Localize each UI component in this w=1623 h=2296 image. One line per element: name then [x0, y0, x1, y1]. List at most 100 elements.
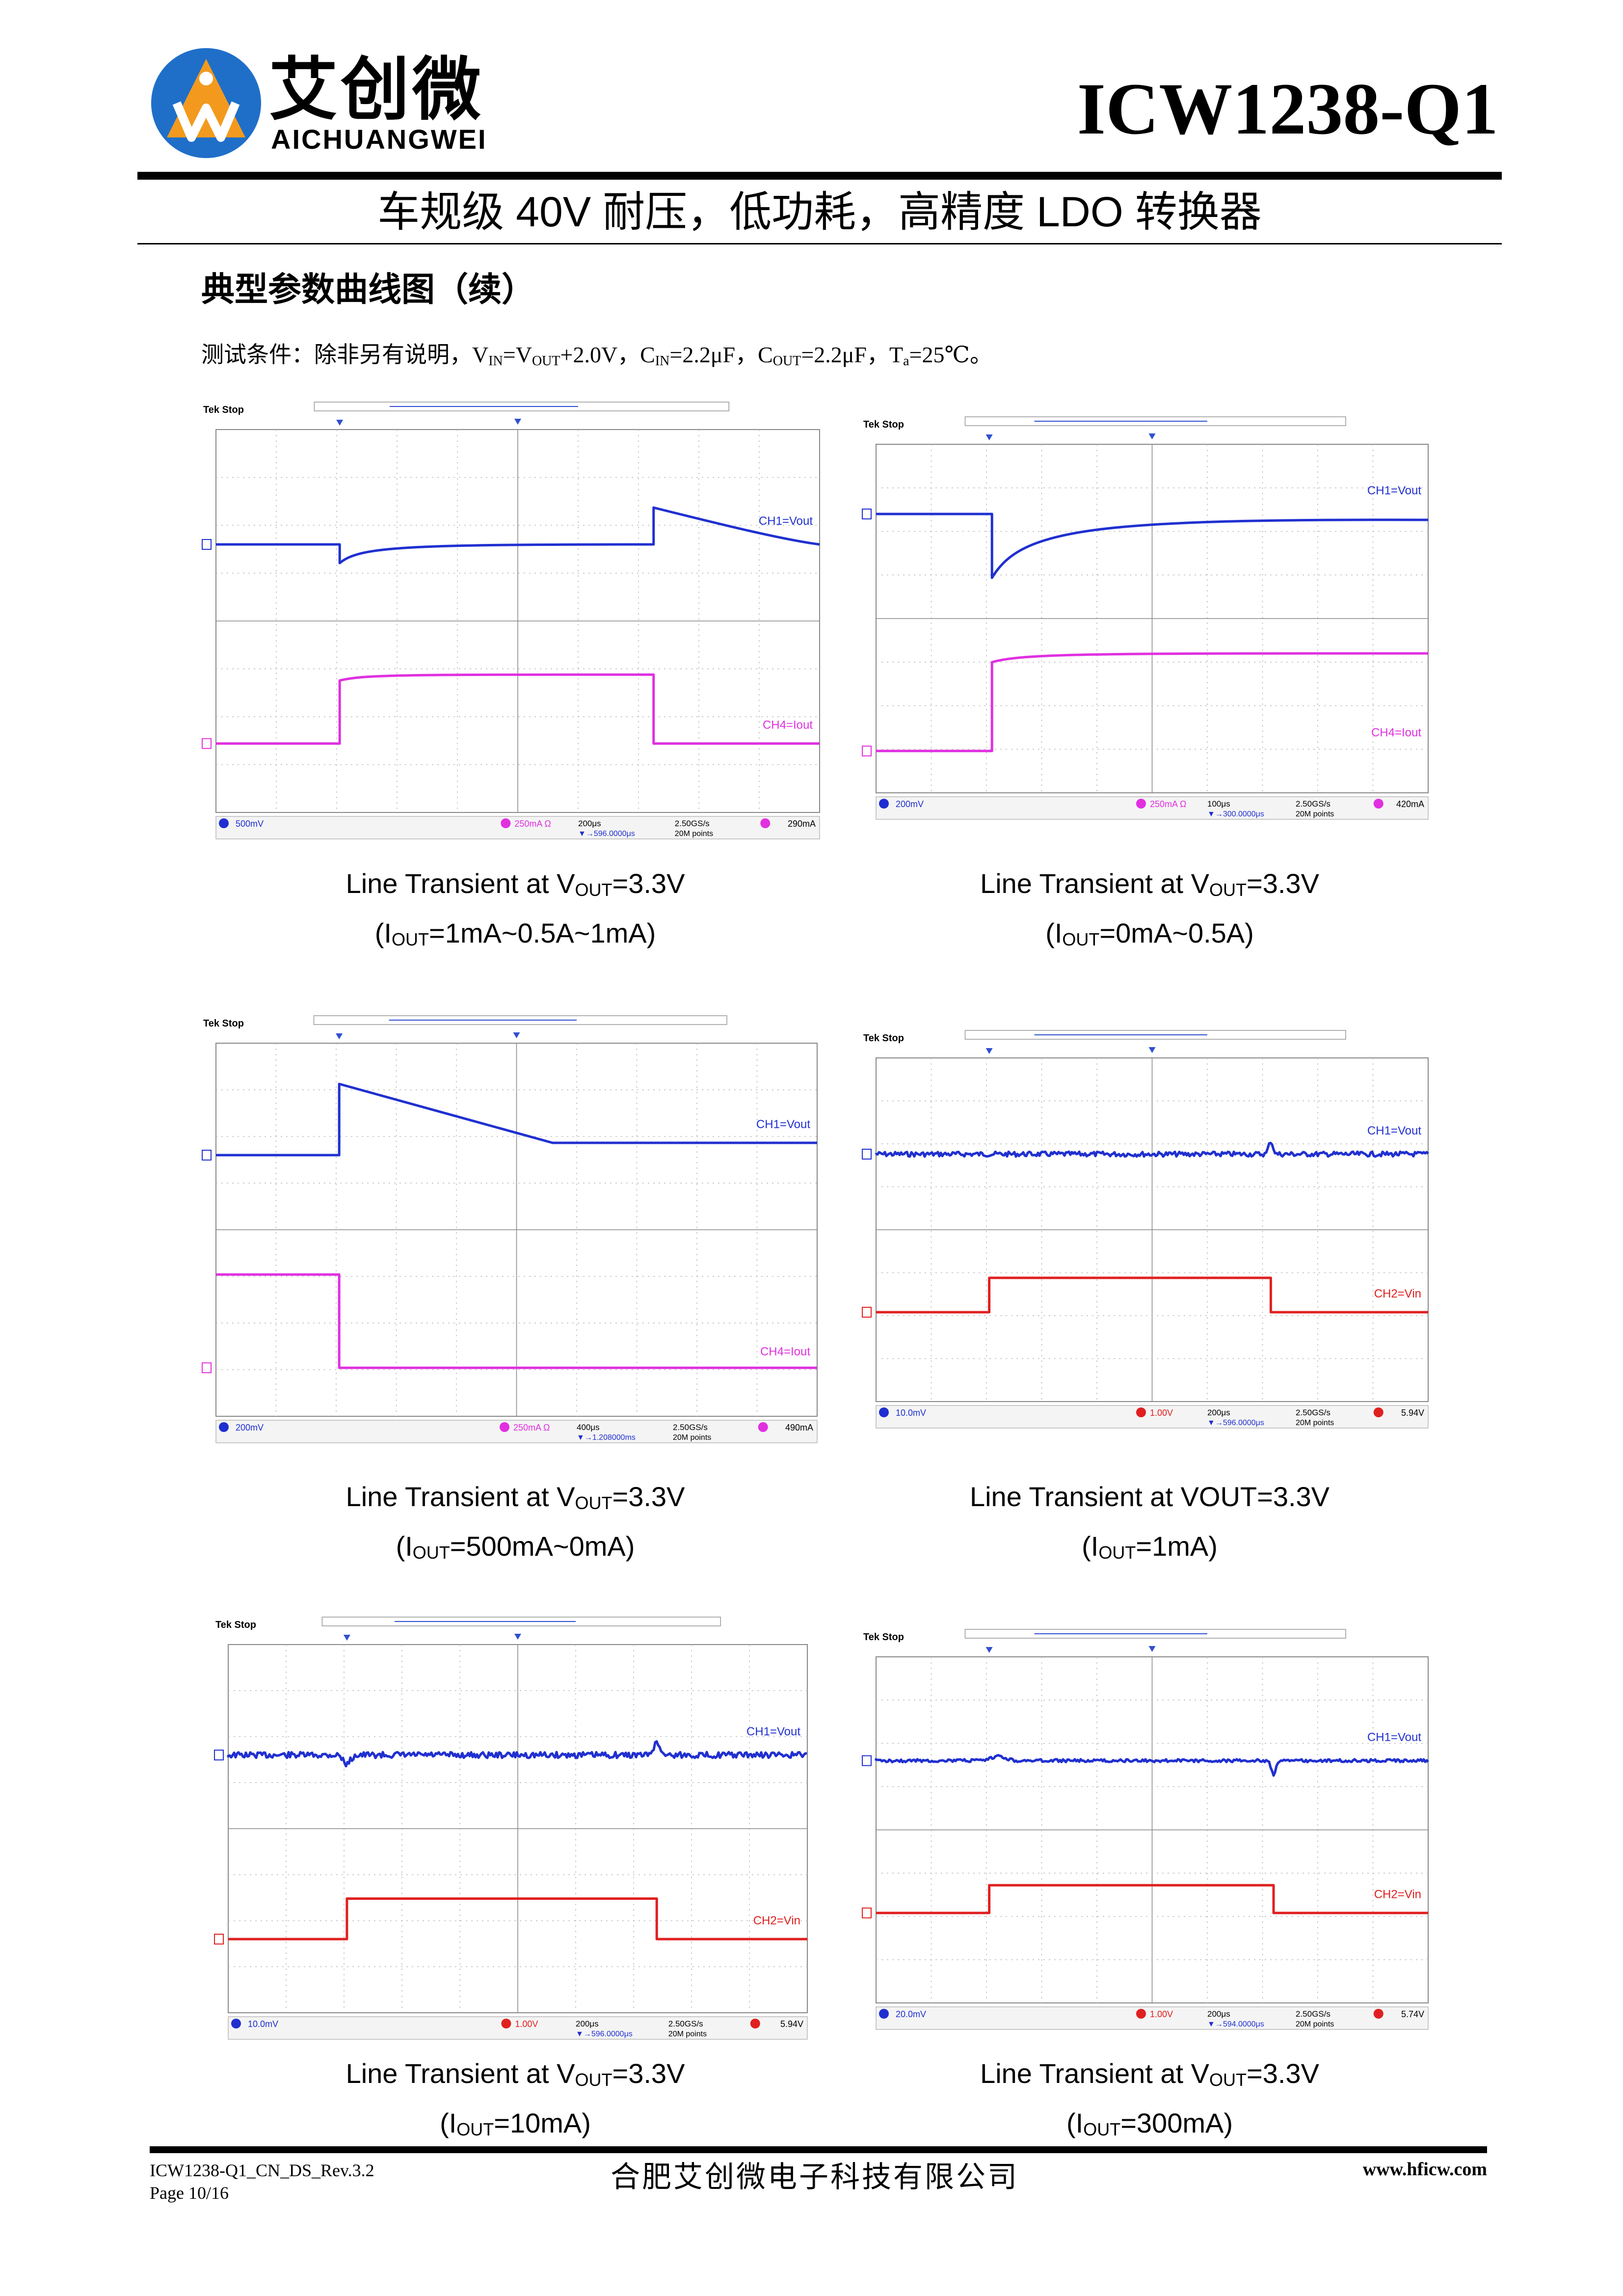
readout-trigger-level: 5.94V — [780, 2019, 803, 2029]
trigger-position-icon — [513, 1032, 520, 1038]
readout-bar — [876, 796, 1429, 820]
readout-timebase: 200μs — [1207, 1408, 1230, 1417]
readout-record-length: 20M points — [1296, 2020, 1334, 2028]
ch1-ground-marker-icon — [862, 1755, 872, 1766]
scope-screen: Tek Stop CH1=Vout CH4=Iout 200mV 250mA Ω 100μ… — [861, 415, 1438, 822]
section-title: 典型参数曲线图（续） — [201, 271, 535, 308]
readout-sample-rate: 2.50GS/s — [668, 2019, 703, 2028]
time-ref-icon — [343, 1635, 350, 1641]
ch-top-label: CH1=Vout — [756, 1118, 810, 1131]
readout-ch1-scale: 10.0mV — [248, 2019, 278, 2029]
readout-delay: ▼→594.0000μs — [1207, 2020, 1264, 2028]
scope-status-label: Tek Stop — [203, 1018, 244, 1029]
record-bar — [964, 416, 1346, 426]
readout-ch1-scale: 200mV — [236, 1423, 264, 1432]
scope-screen: Tek Stop CH1=Vout CH2=Vin 10.0mV 1.00V 200μs ▼… — [861, 1028, 1438, 1431]
readout-delay: ▼→1.208000ms — [577, 1433, 636, 1442]
header-rule-thick — [137, 172, 1502, 180]
ch1-ground-marker-icon — [202, 1150, 212, 1161]
readout-trigger-level: 420mA — [1396, 799, 1424, 809]
trigger-position-icon — [1148, 1646, 1156, 1652]
readout-sample-rate: 2.50GS/s — [673, 1423, 708, 1432]
waveform-bottom-channel — [228, 1897, 807, 1941]
ch1-ground-marker-icon — [862, 509, 872, 519]
ch1-ground-marker-icon — [202, 539, 212, 550]
scope-screen: Tek Stop CH1=Vout CH2=Vin 10.0mV 1.00V 200μs ▼… — [213, 1615, 817, 2042]
ch2-badge-icon — [1136, 799, 1146, 809]
logo-en-text: AICHUANGWEI — [271, 124, 487, 155]
waveform-bottom-channel — [876, 1276, 1428, 1314]
readout-ch1-scale: 500mV — [236, 819, 264, 829]
scope-capture-6: Tek Stop CH1=Vout CH2=Vin 20.0mV 1.00V 200μs ▼… — [861, 1627, 1438, 2032]
scope-capture-4: Tek Stop CH1=Vout CH2=Vin 10.0mV 1.00V 200μs ▼… — [861, 1028, 1438, 1431]
footer-rule — [150, 2146, 1487, 2153]
waveform-bottom-channel — [876, 652, 1429, 753]
scope-status-label: Tek Stop — [863, 419, 904, 430]
caption-2: Line Transient at VOUT=3.3V (IOUT=0mA~0.… — [980, 868, 1319, 949]
ch1-badge-icon — [879, 1407, 889, 1417]
readout-timebase: 400μs — [577, 1423, 600, 1432]
readout-bar — [876, 1405, 1429, 1429]
trigger-position-icon — [1148, 1047, 1156, 1053]
readout-delay: ▼→300.0000μs — [1207, 810, 1264, 818]
scope-status-label: Tek Stop — [863, 1033, 904, 1044]
trigger-position-icon — [514, 1634, 521, 1640]
readout-trigger-level: 5.74V — [1401, 2009, 1424, 2019]
readout-ch2-scale: 250mA Ω — [514, 819, 551, 829]
waveform-ch1 — [216, 506, 820, 565]
scope-capture-5: Tek Stop CH1=Vout CH2=Vin 10.0mV 1.00V 200μs ▼… — [213, 1615, 817, 2042]
scope-status-label: Tek Stop — [203, 405, 244, 415]
readout-record-length: 20M points — [675, 830, 713, 838]
footer-website: www.hficw.com — [1362, 2159, 1487, 2180]
readout-sample-rate: 2.50GS/s — [1296, 2009, 1330, 2019]
ch2-badge-icon — [501, 818, 511, 828]
footer-doc-id: ICW1238-Q1_CN_DS_Rev.3.2 — [150, 2161, 374, 2180]
ch1-badge-icon — [879, 799, 889, 809]
caption-1: Line Transient at VOUT=3.3V (IOUT=1mA~0.… — [346, 868, 685, 949]
readout-record-length: 20M points — [668, 2030, 707, 2038]
ch2-badge-icon — [1136, 1407, 1146, 1417]
trigger-source-icon — [760, 818, 771, 828]
ch-bottom-label: CH4=Iout — [763, 719, 813, 732]
ch1-badge-icon — [219, 1422, 229, 1432]
time-ref-icon — [985, 1048, 993, 1054]
readout-delay: ▼→596.0000μs — [1207, 1419, 1264, 1427]
readout-sample-rate: 2.50GS/s — [675, 819, 710, 828]
readout-timebase: 200μs — [576, 2019, 599, 2028]
record-bar — [321, 1617, 721, 1626]
ch2-badge-icon — [501, 2019, 511, 2028]
ch1-ground-marker-icon — [214, 1750, 224, 1760]
waveform-bottom-channel — [876, 1884, 1428, 1915]
bottom-ground-marker-icon — [862, 1307, 872, 1318]
ch-bottom-label: CH2=Vin — [753, 1914, 800, 1927]
readout-sample-rate: 2.50GS/s — [1296, 799, 1330, 809]
bottom-ground-marker-icon — [862, 1907, 872, 1918]
readout-sample-rate: 2.50GS/s — [1296, 1408, 1330, 1417]
bottom-ground-marker-icon — [202, 1362, 212, 1374]
readout-ch1-scale: 10.0mV — [896, 1408, 926, 1418]
scope-screen: Tek Stop CH1=Vout CH4=Iout 200mV 250mA Ω 400μ… — [201, 1014, 827, 1446]
bottom-ground-marker-icon — [214, 1934, 224, 1945]
ch1-badge-icon — [879, 2009, 889, 2019]
readout-delay: ▼→596.0000μs — [576, 2030, 633, 2038]
readout-ch1-scale: 200mV — [896, 799, 924, 809]
readout-trigger-level: 5.94V — [1401, 1408, 1424, 1418]
readout-delay: ▼→596.0000μs — [578, 830, 635, 838]
ch-top-label: CH1=Vout — [1367, 484, 1421, 497]
ch2-badge-icon — [500, 1422, 509, 1432]
record-bar — [314, 402, 729, 411]
trigger-source-icon — [758, 1422, 768, 1432]
readout-bar — [215, 816, 820, 839]
ch-bottom-label: CH4=Iout — [1371, 726, 1421, 739]
readout-bar — [215, 1420, 818, 1443]
logo-mark-icon — [151, 48, 261, 158]
part-number: ICW1238-Q1 — [1077, 68, 1498, 150]
ch-bottom-label: CH2=Vin — [1374, 1287, 1421, 1300]
trigger-source-icon — [1373, 1407, 1384, 1417]
trigger-position-icon — [1148, 433, 1156, 439]
trigger-source-icon — [1373, 799, 1384, 809]
logo-cn-text: 艾创微 — [269, 51, 484, 128]
readout-timebase: 200μs — [1207, 2009, 1230, 2019]
trigger-source-icon — [750, 2019, 760, 2028]
ch1-badge-icon — [219, 818, 229, 828]
